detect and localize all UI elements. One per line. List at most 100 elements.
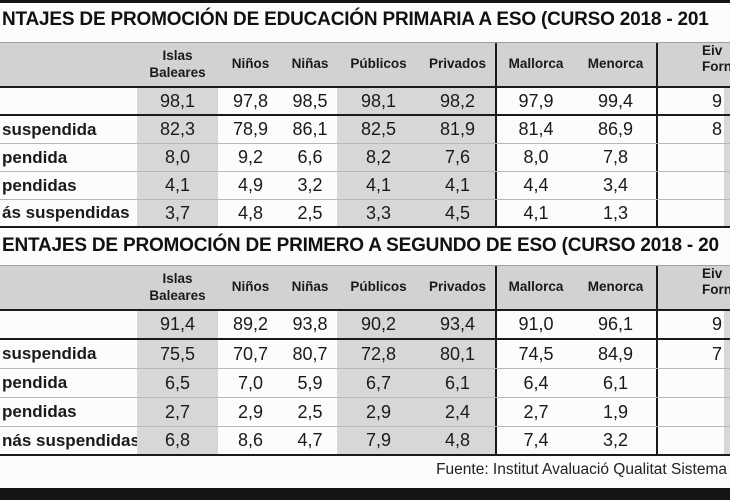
table-cell: 97,9 <box>518 90 554 111</box>
table-cell: 2,9 <box>337 398 420 426</box>
table-cell: 4,1 <box>337 172 420 199</box>
table-cell: 3,7 <box>137 200 218 226</box>
column-header-ni-os: Niños <box>231 56 270 72</box>
table-cell: 80,1 <box>420 340 497 368</box>
table-cell: 9 <box>658 88 730 114</box>
column-header-ni-as: Niñas <box>291 56 329 72</box>
table-cell: 3,3 <box>337 200 420 226</box>
bottom-rule <box>0 488 730 500</box>
column-header-menorca: Menorca <box>575 266 658 309</box>
table-cell: 3,4 <box>575 172 658 199</box>
table-cell: 4,5 <box>420 200 497 226</box>
table-cell: 1,3 <box>575 200 658 226</box>
table-cell: 4,1 <box>137 172 218 199</box>
table-cell: 93,4 <box>420 311 497 338</box>
table-cell: 6,8 <box>137 427 218 454</box>
row-label: suspendida <box>2 344 97 363</box>
table-cell: 90,2 <box>337 311 420 338</box>
table-cell: 98,5 <box>292 90 328 111</box>
table-row: pendidas 2,7 2,9 2,5 2,9 2,4 2,7 1,9 <box>0 398 730 427</box>
table-cell: 9 <box>658 311 730 338</box>
table-cell: 7,8 <box>575 144 658 171</box>
table-body: 91,4 89,2 93,8 90,2 93,4 91,0 96,1 9 suspendida 7… <box>0 311 730 456</box>
table-cell: 2,9 <box>237 401 264 422</box>
table-cell <box>658 200 730 226</box>
table-cell: 1,9 <box>575 398 658 426</box>
table-cell: 82,3 <box>137 116 218 143</box>
table-cell: 81,4 <box>518 119 554 139</box>
table-cell: 99,4 <box>575 88 658 114</box>
row-label: nás suspendidas <box>2 430 140 450</box>
row-label: ás suspendidas <box>2 203 130 222</box>
table-cell: 74,5 <box>518 343 554 364</box>
table-cell: 7,9 <box>337 427 420 454</box>
column-header-privados: Privados <box>420 266 497 309</box>
table-cell: 4,7 <box>297 430 323 450</box>
table-cell: 4,8 <box>420 427 497 454</box>
table-title-eso: ENTAJES DE PROMOCIÓN DE PRIMERO A SEGUND… <box>2 235 719 256</box>
table-cell: 75,5 <box>137 340 218 368</box>
table-cell: 86,9 <box>575 116 658 143</box>
column-header-ni-as: Niñas <box>291 279 329 295</box>
table-cell: 82,5 <box>337 116 420 143</box>
column-header-eiv-forn: Eiv Forn <box>702 266 730 298</box>
table-cell: 6,1 <box>575 369 658 397</box>
table-cell <box>658 144 730 171</box>
table-cell <box>658 172 730 199</box>
table-cell: 93,8 <box>292 314 328 334</box>
table-cell: 6,7 <box>337 369 420 397</box>
column-header-islas-baleares: Islas Baleares <box>149 48 206 80</box>
table-row: suspendida 82,3 78,9 86,1 82,5 81,9 81,4 86,9 8 <box>0 116 730 144</box>
table-cell: 2,7 <box>523 401 549 422</box>
table-header-row: Islas Baleares Niños Niñas Públicos Privados M… <box>0 42 730 88</box>
table-cell: 7,6 <box>420 144 497 171</box>
row-label: pendidas <box>2 175 77 195</box>
table-cell: 72,8 <box>337 340 420 368</box>
table-cell: 8,2 <box>337 144 420 171</box>
table-cell: 91,4 <box>137 311 218 338</box>
table-cell <box>658 398 730 426</box>
table-cell: 8,6 <box>237 430 264 450</box>
column-header-p-blicos: Públicos <box>350 279 407 295</box>
table-title-primary: NTAJES DE PROMOCIÓN DE EDUCACIÓN PRIMARI… <box>2 9 709 30</box>
table-cell: 81,9 <box>420 116 497 143</box>
table-row: 91,4 89,2 93,8 90,2 93,4 91,0 96,1 9 <box>0 311 730 340</box>
table-cell: 6,1 <box>420 369 497 397</box>
table-cell: 89,2 <box>232 314 269 334</box>
table-row: ás suspendidas 3,7 4,8 2,5 3,3 4,5 4,1 1,3 <box>0 200 730 228</box>
table-cell: 2,4 <box>420 398 497 426</box>
table-cell: 4,1 <box>420 172 497 199</box>
table-cell: 80,7 <box>292 343 328 364</box>
table-cell: 3,2 <box>297 175 323 195</box>
table-cell: 7,0 <box>237 372 264 393</box>
promotion-table-eso: Islas Baleares Niños Niñas Públicos Privados M… <box>0 265 730 456</box>
row-label: pendidas <box>2 402 77 421</box>
table-cell: 7 <box>658 340 730 368</box>
table-body: 98,1 97,8 98,5 98,1 98,2 97,9 99,4 9 suspendida 8… <box>0 88 730 228</box>
row-label <box>0 311 137 338</box>
table-cell: 3,2 <box>575 427 658 454</box>
column-header-ni-os: Niños <box>231 279 270 295</box>
table-cell: 6,5 <box>137 369 218 397</box>
source-note: Fuente: Institut Avaluació Qualitat Sist… <box>436 461 727 478</box>
column-header-empty <box>0 43 137 86</box>
column-header-islas-baleares: Islas Baleares <box>149 271 206 303</box>
table-cell: 97,8 <box>232 90 269 111</box>
table-cell: 5,9 <box>297 372 323 393</box>
row-label <box>0 88 137 114</box>
table-cell: 8,0 <box>137 144 218 171</box>
table-cell: 2,5 <box>297 202 323 223</box>
table-cell: 4,1 <box>523 202 549 223</box>
table-cell <box>658 427 730 454</box>
table-row: 98,1 97,8 98,5 98,1 98,2 97,9 99,4 9 <box>0 88 730 116</box>
table-cell: 98,2 <box>420 88 497 114</box>
column-header-eiv-forn: Eiv Forn <box>702 43 730 75</box>
table-cell: 78,9 <box>232 119 269 139</box>
table-row: pendida 8,0 9,2 6,6 8,2 7,6 8,0 7,8 <box>0 144 730 172</box>
column-header-p-blicos: Públicos <box>350 56 407 72</box>
table-cell: 2,5 <box>297 401 323 422</box>
row-label: suspendida <box>2 119 97 139</box>
column-header-empty <box>0 266 137 309</box>
table-cell: 96,1 <box>575 311 658 338</box>
table-cell: 70,7 <box>232 343 269 364</box>
